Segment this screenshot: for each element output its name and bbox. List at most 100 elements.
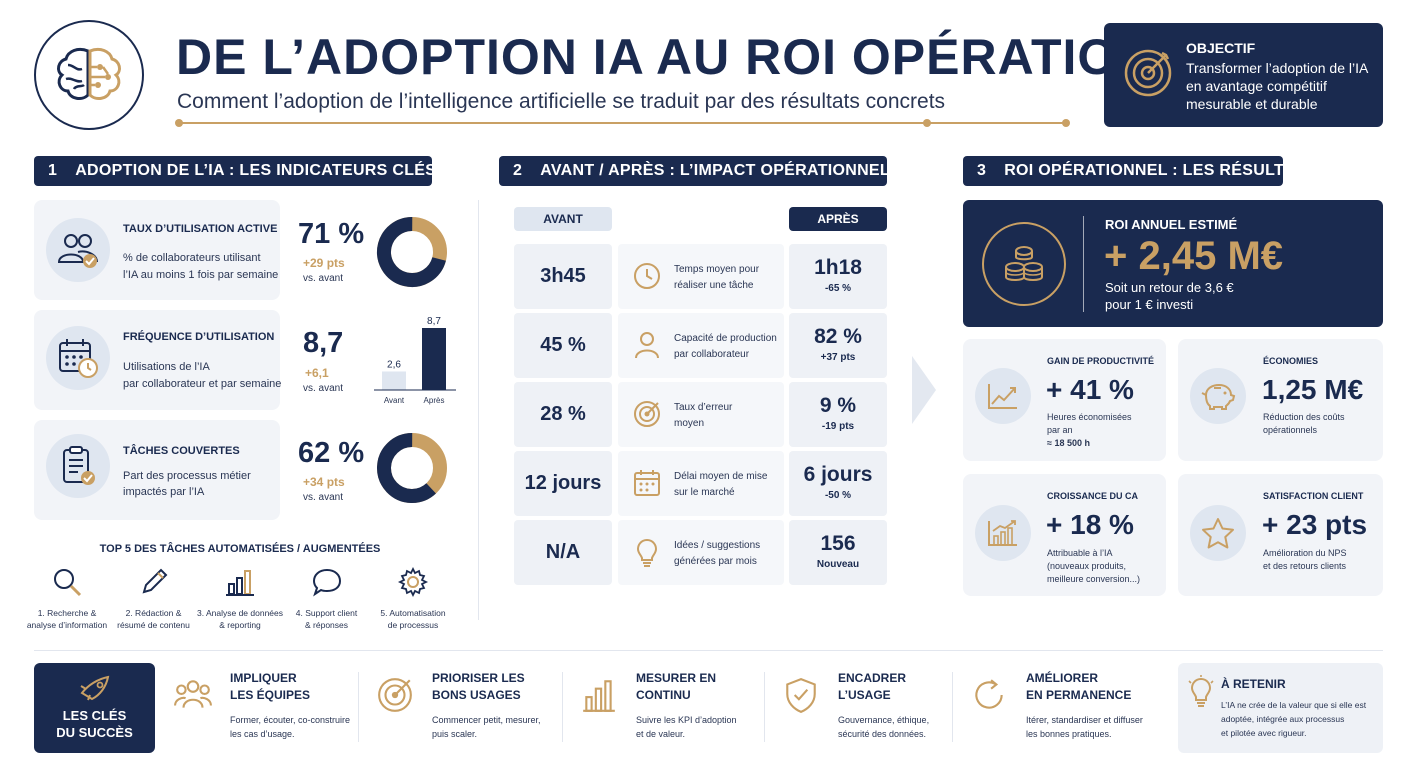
result-title: GAIN DE PRODUCTIVITÉ <box>1047 356 1155 366</box>
roi-box: ROI ANNUEL ESTIMÉ + 2,45 M€ Soit un reto… <box>963 200 1383 327</box>
donut-chart-tasks <box>377 433 447 503</box>
before-cell: 12 jours <box>514 451 612 516</box>
logo <box>34 20 144 130</box>
divider-dot <box>175 119 183 127</box>
top5-label: analyse d’information <box>26 620 108 630</box>
metric-label: Délai moyen de mise <box>674 471 768 482</box>
key-title: LES ÉQUIPES <box>230 688 311 702</box>
title-divider <box>178 122 1068 124</box>
top5-item: 5. Automatisation de processus <box>370 566 456 636</box>
key-title: PRIORISER LES <box>432 671 525 685</box>
shield-icon <box>786 678 816 714</box>
bar-category-label: Avant <box>384 396 405 405</box>
after-cell: 156 Nouveau <box>789 520 887 585</box>
lightbulb-icon <box>636 538 658 567</box>
result-value: 1,25 M€ <box>1262 374 1364 405</box>
key-title: BONS USAGES <box>432 688 521 702</box>
kpi-desc: Utilisations de l’IA <box>123 361 210 373</box>
result-title: CROISSANCE DU CA <box>1047 491 1139 501</box>
donut-value-arc <box>377 433 447 503</box>
kpi-value: 71 % <box>298 218 365 250</box>
retain-line: adoptée, intégrée aux processus <box>1221 714 1345 724</box>
result-icon-circle <box>975 505 1031 561</box>
gear-icon <box>397 566 429 598</box>
top5-label: 2. Rédaction & <box>125 608 182 618</box>
key-desc: Commencer petit, mesurer, <box>432 715 541 725</box>
after-change: -50 % <box>824 490 852 501</box>
after-column-header: APRÈS <box>789 207 887 231</box>
bar-category-label: Après <box>424 396 445 405</box>
metric-label: par collaborateur <box>674 349 750 360</box>
metric-label: générées par mois <box>674 556 757 567</box>
top5-item: 4. Support client & réponses <box>284 566 370 636</box>
keys-box: LES CLÉS DU SUCCÈS <box>34 663 155 753</box>
footer-divider <box>34 650 1383 651</box>
after-cell: 9 % -19 pts <box>789 382 887 447</box>
section2-header: 2 AVANT / APRÈS : L’IMPACT OPÉRATIONNEL <box>499 156 890 186</box>
before-value: 45 % <box>540 334 586 356</box>
before-cell: 28 % <box>514 382 612 447</box>
comparison-row: N/A Idées / suggestions générées par moi… <box>514 520 887 585</box>
result-desc: Amélioration du NPS <box>1263 548 1347 558</box>
key-item: ENCADRER L’USAGE Gouvernance, éthique, s… <box>782 668 972 748</box>
after-change: -65 % <box>824 283 852 294</box>
objective-line: Transformer l’adoption de l’IA <box>1186 60 1369 76</box>
section1-header: 1 ADOPTION DE L’IA : LES INDICATEURS CLÉS <box>34 156 436 186</box>
before-cell: 3h45 <box>514 244 612 309</box>
arrow-chevron <box>912 356 936 424</box>
key-desc: puis scaler. <box>432 729 478 739</box>
key-title: EN PERMANENCE <box>1026 688 1132 702</box>
divider-dot <box>1062 119 1070 127</box>
kpi-value: 8,7 <box>303 327 344 359</box>
after-value: 1h18 <box>814 256 862 279</box>
retain-box: À RETENIR L’IA ne crée de la valeur que … <box>1178 663 1383 753</box>
roi-value: + 2,45 M€ <box>1104 234 1284 278</box>
comparison-row: 3h45 Temps moyen pour réaliser une tâche… <box>514 244 887 309</box>
section-divider <box>478 200 479 620</box>
checklist-icon <box>63 446 95 485</box>
after-change: Nouveau <box>816 559 860 570</box>
kpi-title: TÂCHES COUVERTES <box>123 445 240 457</box>
line-chart-icon <box>988 384 1017 409</box>
result-desc: opérationnels <box>1263 425 1318 435</box>
bar-after <box>422 328 446 390</box>
key-desc: Gouvernance, éthique, <box>838 715 930 725</box>
page-subtitle: Comment l’adoption de l’intelligence art… <box>177 90 946 113</box>
key-desc: sécurité des données. <box>838 729 927 739</box>
metric-cell: Idées / suggestions générées par mois <box>618 520 784 585</box>
bar-before <box>382 371 406 390</box>
metric-cell: Délai moyen de mise sur le marché <box>618 451 784 516</box>
metric-cell: Temps moyen pour réaliser une tâche <box>618 244 784 309</box>
top5-label: 4. Support client <box>295 608 358 618</box>
users-icon <box>57 234 98 268</box>
kpi-icon-circle <box>46 218 110 282</box>
kpi-desc: Part des processus métier <box>123 470 251 482</box>
key-desc: Former, écouter, co-construire <box>230 715 351 725</box>
kpi-desc: par collaborateur et par semaine <box>123 378 282 390</box>
after-value: 82 % <box>814 325 862 348</box>
metric-label: Temps moyen pour <box>674 264 760 275</box>
after-cell: 1h18 -65 % <box>789 244 887 309</box>
key-title: CONTINU <box>636 688 691 702</box>
kpi-icon-circle <box>46 326 110 390</box>
before-column-header: AVANT <box>514 207 612 231</box>
key-title: L’USAGE <box>838 688 891 702</box>
objective-label: OBJECTIF <box>1186 40 1256 56</box>
kpi-delta: +29 pts <box>303 256 345 270</box>
result-icon-circle <box>975 368 1031 424</box>
top5-label: résumé de contenu <box>117 620 190 630</box>
metric-label: Idées / suggestions <box>674 540 761 551</box>
result-value: + 18 % <box>1046 509 1134 540</box>
top5-item: 3. Analyse de données & reporting <box>197 566 283 636</box>
key-item: AMÉLIORER EN PERMANENCE Itérer, standard… <box>970 668 1160 748</box>
target-icon <box>378 678 412 712</box>
comparison-row: 12 jours Délai moyen de mise sur le marc… <box>514 451 887 516</box>
key-item: PRIORISER LES BONS USAGES Commencer peti… <box>376 668 566 748</box>
kpi-value: 62 % <box>298 437 365 469</box>
kpi-vs: vs. avant <box>303 492 344 503</box>
bar-value-label: 8,7 <box>427 316 441 327</box>
result-desc: par an <box>1047 425 1073 435</box>
coins-icon <box>1005 246 1043 281</box>
kpi-icon-circle <box>46 434 110 498</box>
after-value: 6 jours <box>803 463 873 486</box>
